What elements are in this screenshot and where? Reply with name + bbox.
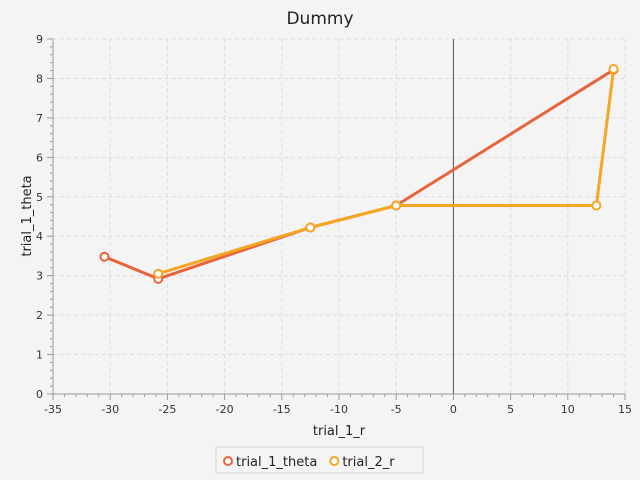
x-tick-label: -20 [216,403,234,416]
y-tick-label: 1 [36,349,43,362]
series-1-point [391,200,402,211]
y-tick-label: 4 [36,230,43,243]
series [99,63,619,284]
legend-marker-0 [223,456,233,466]
legend: trial_1_theta trial_2_r [215,446,424,474]
x-tick-label: 15 [618,403,632,416]
y-tick-label: 8 [36,72,43,85]
series-1-point [153,268,164,279]
series-1-point [305,222,316,233]
x-tick-label: 10 [561,403,575,416]
x-axis-title: trial_1_r [313,424,366,439]
y-axis-title: trial_1_theta [20,175,35,256]
x-tick-label: -5 [391,403,402,416]
y-tick-label: 2 [36,309,43,322]
x-tick-label: -35 [44,403,62,416]
legend-marker-1 [329,456,340,466]
x-tick-label: -10 [330,403,348,416]
legend-label-0: trial_1_theta [236,455,317,470]
chart-title: Dummy [286,9,353,29]
y-tick-label: 9 [36,33,43,46]
axes: -35 -30 -25 -20 -15 -10 -5 0 5 10 15 0 1 2 3 4 5 6 7 8 9 [36,33,632,416]
x-tick-label: -25 [158,403,176,416]
x-tick-label: 5 [507,403,514,416]
series-0-point [99,251,110,262]
y-tick-label: 3 [36,270,43,283]
legend-label-1: trial_2_r [342,455,395,470]
y-tick-label: 5 [36,191,43,204]
series-1-point [608,63,619,74]
series-1-point [591,200,602,211]
grid [52,38,626,395]
y-tick-label: 0 [36,388,43,401]
legend-box [215,446,424,474]
x-tick-label: -15 [273,403,291,416]
y-tick-label: 7 [36,112,43,125]
x-tick-label: 0 [450,403,457,416]
x-tick-label: -30 [101,403,119,416]
y-tick-label: 6 [36,151,43,164]
